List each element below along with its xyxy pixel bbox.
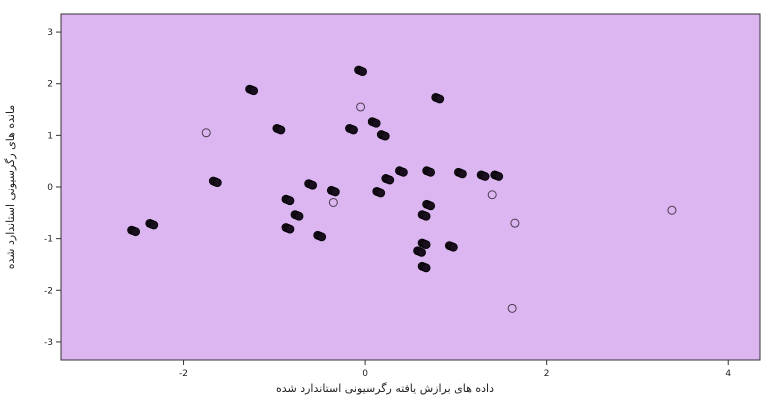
- data-point-filled-overlap: [249, 86, 259, 96]
- data-point-filled-overlap: [330, 187, 340, 197]
- data-point-filled-overlap: [426, 167, 436, 177]
- data-point-open: [510, 218, 520, 228]
- data-point-open: [356, 102, 366, 112]
- data-point-filled-overlap: [448, 242, 458, 252]
- data-point-filled-overlap: [131, 227, 141, 237]
- x-tick-label: -2: [179, 369, 188, 379]
- data-point-filled-overlap: [212, 178, 222, 188]
- data-point-filled-overlap: [421, 240, 431, 250]
- x-tick-label: 0: [362, 369, 368, 379]
- data-point-filled-overlap: [358, 67, 367, 77]
- data-point-open: [487, 190, 497, 200]
- y-tick-label: -1: [44, 235, 53, 245]
- data-point-filled-overlap: [371, 118, 381, 128]
- data-point-filled-overlap: [317, 232, 327, 242]
- data-point-filled-overlap: [149, 220, 159, 230]
- y-tick-label: 3: [47, 28, 53, 38]
- data-point-filled-overlap: [376, 188, 386, 198]
- marks-layer: [127, 65, 677, 313]
- y-tick-label: 1: [47, 131, 53, 141]
- data-point-filled-overlap: [380, 131, 390, 141]
- data-point-filled-overlap: [435, 94, 445, 104]
- data-point-filled-overlap: [480, 172, 490, 181]
- data-point-filled-overlap: [285, 224, 295, 234]
- y-axis-label: مانده های رگرسیونی استاندارد شده: [4, 105, 17, 270]
- y-tick-label: -2: [44, 286, 53, 296]
- data-point-filled-overlap: [417, 247, 426, 257]
- data-point-filled-overlap: [426, 201, 436, 211]
- data-point-open: [201, 128, 211, 138]
- data-point-filled-overlap: [349, 125, 358, 135]
- y-tick-label: 2: [47, 80, 53, 90]
- x-tick-label: 4: [725, 369, 731, 379]
- data-point-filled-overlap: [285, 196, 295, 206]
- data-point-filled-overlap: [308, 180, 318, 190]
- data-point-filled-overlap: [421, 263, 431, 273]
- y-tick-label: -3: [44, 338, 53, 348]
- data-point-filled-overlap: [294, 211, 304, 221]
- data-point-filled-overlap: [385, 175, 395, 185]
- data-point-filled-overlap: [421, 211, 431, 221]
- data-point-open: [507, 303, 517, 313]
- x-axis-label: داده های برازش یافته رگرسیونی استاندارد …: [276, 382, 494, 395]
- data-point-filled-overlap: [494, 172, 504, 181]
- data-point-filled-overlap: [399, 167, 408, 177]
- data-point-filled-overlap: [458, 169, 467, 179]
- axes-layer: -2 0 2 4 -3 -2 -1 0 1 2 3: [44, 28, 731, 379]
- y-tick-label: 0: [47, 183, 53, 193]
- plot-area: [60, 13, 761, 361]
- data-point-open: [328, 197, 338, 207]
- data-point-filled-overlap: [276, 125, 286, 135]
- x-tick-label: 2: [544, 369, 550, 379]
- data-point-open: [667, 205, 677, 215]
